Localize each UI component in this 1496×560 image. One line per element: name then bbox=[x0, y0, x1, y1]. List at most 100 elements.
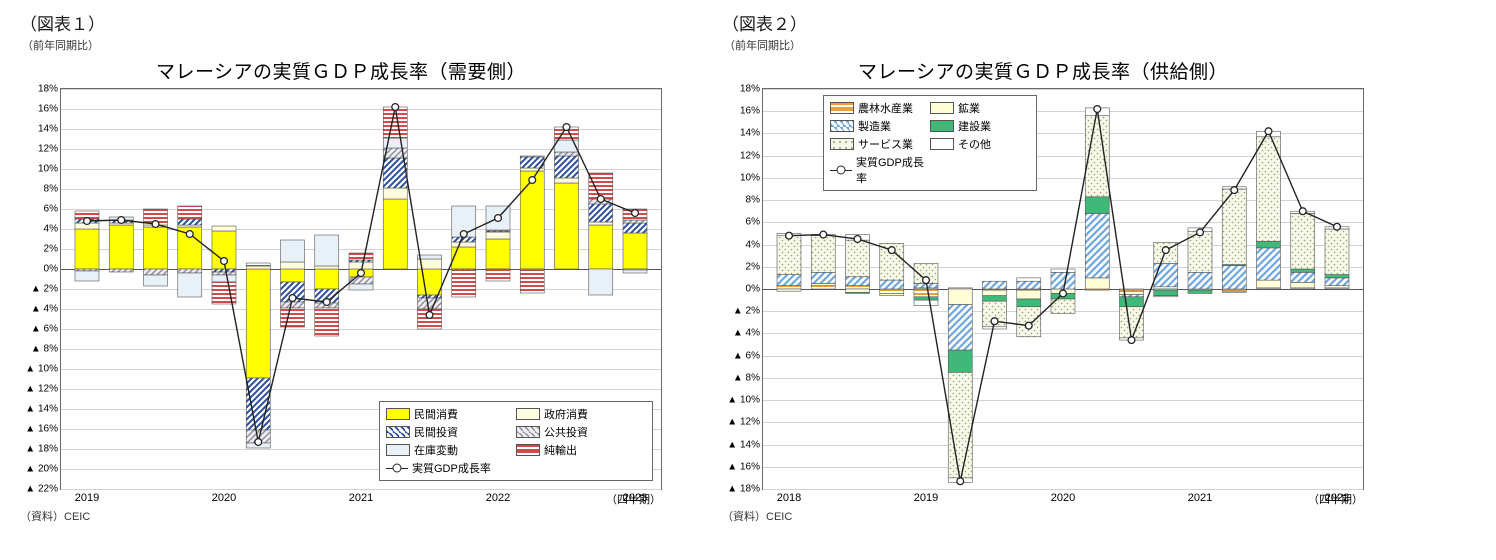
bar-seg-net_exp bbox=[383, 107, 407, 138]
bar-seg-mfg bbox=[846, 277, 870, 286]
bar-seg-private_cons bbox=[315, 269, 339, 289]
ytick: ▲ 4% bbox=[31, 304, 61, 315]
legend-label: 民間投資 bbox=[414, 424, 458, 440]
bar-seg-mfg bbox=[1120, 295, 1144, 297]
bar-seg-net_exp bbox=[623, 209, 647, 220]
bar-seg-services bbox=[1257, 137, 1281, 241]
bar-seg-inventory bbox=[109, 217, 133, 220]
gdp-marker bbox=[820, 231, 827, 238]
bar-seg-private_inv bbox=[486, 231, 510, 232]
bar-seg-mfg bbox=[1325, 278, 1349, 286]
bar-seg-net_exp bbox=[315, 308, 339, 336]
chart2-panel: （図表２） （前年同期比） マレーシアの実質ＧＤＰ成長率（供給側） ▲ 18%▲… bbox=[722, 10, 1364, 524]
legend-label: 製造業 bbox=[858, 118, 891, 134]
bar-seg-mfg bbox=[1222, 266, 1246, 289]
xtick: 2020 bbox=[212, 489, 236, 504]
chart1-plotbox: ▲ 22%▲ 20%▲ 18%▲ 16%▲ 14%▲ 12%▲ 10%▲ 8%▲… bbox=[60, 88, 662, 490]
xtick: 2021 bbox=[349, 489, 373, 504]
bar-seg-constr bbox=[1325, 275, 1349, 278]
swatch-icon-other bbox=[930, 138, 954, 150]
ytick: 12% bbox=[38, 144, 61, 155]
bar-seg-inventory bbox=[452, 206, 476, 237]
bar-seg-private_inv bbox=[109, 220, 133, 223]
bar-seg-private_cons bbox=[520, 171, 544, 269]
bar-seg-inventory bbox=[246, 443, 270, 448]
bar-seg-net_exp bbox=[212, 282, 236, 304]
legend-label: その他 bbox=[958, 136, 991, 152]
ytick: ▲ 20% bbox=[25, 464, 61, 475]
gdp-marker bbox=[186, 231, 193, 238]
gdp-marker bbox=[1025, 322, 1032, 329]
legend-item-mining: 鉱業 bbox=[930, 99, 1030, 117]
bar-seg-public_inv bbox=[315, 303, 339, 308]
bar-seg-other bbox=[1120, 338, 1144, 340]
bar-seg-other bbox=[1154, 296, 1178, 297]
bar-seg-constr bbox=[1017, 299, 1041, 307]
ytick: ▲ 18% bbox=[727, 484, 763, 495]
chart1-subcaption: （前年同期比） bbox=[22, 37, 662, 53]
ytick: ▲ 10% bbox=[25, 364, 61, 375]
bar-seg-mfg bbox=[1257, 248, 1281, 280]
bar-seg-gov_cons bbox=[486, 232, 510, 239]
gdp-marker bbox=[118, 217, 125, 224]
bar-seg-private_inv bbox=[246, 378, 270, 430]
gdp-marker bbox=[358, 270, 365, 277]
gdp-marker bbox=[255, 439, 262, 446]
xtick: 2019 bbox=[914, 489, 938, 504]
gdp-marker bbox=[1197, 229, 1204, 236]
bar-seg-mining bbox=[1325, 286, 1349, 288]
gdp-marker bbox=[1128, 337, 1135, 344]
ytick: 2% bbox=[746, 261, 763, 272]
legend-item-other: その他 bbox=[930, 135, 1030, 153]
ytick: 14% bbox=[740, 128, 763, 139]
bar-seg-mfg bbox=[1017, 281, 1041, 289]
swatch-icon-inventory bbox=[386, 444, 410, 456]
bar-seg-public_inv bbox=[349, 277, 373, 284]
gdp-marker bbox=[289, 295, 296, 302]
gdp-marker bbox=[923, 277, 930, 284]
bar-seg-services bbox=[983, 301, 1007, 327]
bar-seg-private_inv bbox=[589, 204, 613, 222]
bar-seg-gov_cons bbox=[281, 262, 305, 269]
bar-seg-public_inv bbox=[486, 230, 510, 231]
ytick: ▲ 18% bbox=[25, 444, 61, 455]
swatch-icon-private_inv bbox=[386, 426, 410, 438]
gdp-marker bbox=[84, 218, 91, 225]
bar-seg-mfg bbox=[811, 272, 835, 283]
legend: 民間消費政府消費民間投資公共投資在庫変動純輸出実質GDP成長率 bbox=[379, 401, 653, 481]
bar-seg-inventory bbox=[281, 240, 305, 262]
bar-seg-constr bbox=[914, 297, 938, 300]
bar-seg-other bbox=[1325, 227, 1349, 229]
bar-seg-other bbox=[1291, 211, 1315, 213]
ytick: 16% bbox=[740, 106, 763, 117]
gdp-marker bbox=[1334, 223, 1341, 230]
bar-seg-inventory bbox=[555, 140, 579, 152]
bar-seg-private_inv bbox=[178, 219, 202, 225]
legend-item-gdp_line: 実質GDP成長率 bbox=[386, 459, 516, 477]
bar-seg-net_exp bbox=[246, 263, 270, 266]
bar-seg-gov_cons bbox=[452, 242, 476, 247]
bar-seg-private_inv bbox=[452, 237, 476, 242]
bar-seg-constr bbox=[1222, 265, 1246, 266]
bar-seg-private_inv bbox=[349, 260, 373, 262]
bar-seg-agri bbox=[914, 289, 938, 297]
ytick: ▲ 10% bbox=[727, 395, 763, 406]
ytick: 6% bbox=[44, 204, 61, 215]
bar-seg-private_cons bbox=[109, 225, 133, 269]
bar-seg-net_exp bbox=[75, 211, 99, 219]
bar-seg-public_inv bbox=[555, 152, 579, 156]
swatch-icon-services bbox=[830, 138, 854, 150]
xtick: 2022 bbox=[486, 489, 510, 504]
bar-seg-mining bbox=[1222, 291, 1246, 292]
bar-seg-mfg bbox=[880, 280, 904, 289]
legend-label: 農林水産業 bbox=[858, 100, 913, 116]
bar-seg-net_exp bbox=[281, 308, 305, 327]
legend-item-gdp_line: 実質GDP成長率 bbox=[830, 153, 930, 187]
gdp-marker bbox=[1299, 208, 1306, 215]
chart2-plotbox: ▲ 18%▲ 16%▲ 14%▲ 12%▲ 10%▲ 8%▲ 6%▲ 4%▲ 2… bbox=[762, 88, 1364, 490]
bar-seg-private_cons bbox=[452, 247, 476, 269]
ytick: ▲ 16% bbox=[25, 424, 61, 435]
x-unit: （四半期） bbox=[1308, 491, 1363, 507]
legend: 農林水産業鉱業製造業建設業サービス業その他実質GDP成長率 bbox=[823, 95, 1037, 191]
bar-seg-private_cons bbox=[212, 231, 236, 269]
